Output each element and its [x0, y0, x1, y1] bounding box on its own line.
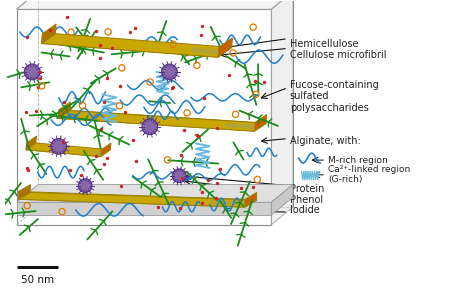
Polygon shape: [211, 200, 245, 205]
Circle shape: [173, 169, 186, 183]
Polygon shape: [218, 38, 232, 57]
Point: [205, 178, 212, 182]
Point: [194, 134, 202, 138]
Point: [198, 33, 205, 38]
Point: [59, 140, 67, 144]
Polygon shape: [90, 151, 101, 155]
Polygon shape: [26, 136, 36, 150]
Polygon shape: [18, 192, 245, 207]
Point: [198, 24, 206, 28]
Point: [132, 26, 139, 31]
Point: [180, 128, 188, 133]
Point: [24, 168, 31, 173]
Point: [109, 45, 116, 50]
Polygon shape: [17, 202, 271, 215]
Point: [63, 15, 71, 19]
Polygon shape: [18, 192, 256, 207]
Point: [24, 35, 31, 39]
Polygon shape: [100, 143, 111, 157]
Point: [22, 110, 29, 115]
Point: [237, 185, 245, 190]
Polygon shape: [17, 185, 293, 202]
Text: Fucose-containing
sulfated
polysaccharides: Fucose-containing sulfated polysaccharid…: [290, 80, 379, 113]
Polygon shape: [17, 0, 293, 9]
Polygon shape: [192, 48, 219, 55]
Point: [200, 96, 208, 101]
Point: [36, 76, 44, 81]
Polygon shape: [245, 192, 257, 207]
Text: Alginate, with:: Alginate, with:: [290, 136, 361, 146]
Point: [212, 195, 220, 200]
Point: [60, 100, 68, 104]
Text: Ca²⁺-linked region
(G-rich): Ca²⁺-linked region (G-rich): [328, 165, 410, 185]
Point: [96, 43, 104, 48]
Polygon shape: [271, 185, 293, 215]
Circle shape: [78, 179, 92, 192]
Point: [213, 125, 220, 130]
Text: Iodide: Iodide: [290, 205, 319, 215]
Polygon shape: [42, 34, 232, 57]
Circle shape: [51, 139, 66, 154]
Point: [23, 166, 31, 170]
Point: [177, 153, 185, 157]
Point: [103, 156, 110, 160]
Polygon shape: [26, 143, 110, 157]
Text: 50 nm: 50 nm: [20, 275, 54, 285]
Point: [92, 28, 100, 33]
Point: [226, 72, 233, 77]
Polygon shape: [225, 123, 255, 129]
Text: M-rich region: M-rich region: [328, 156, 388, 165]
Polygon shape: [271, 0, 293, 225]
Point: [36, 70, 44, 75]
Polygon shape: [17, 9, 271, 225]
Point: [32, 109, 40, 113]
Text: Protein
Phenol: Protein Phenol: [290, 184, 324, 205]
Polygon shape: [26, 143, 101, 157]
Point: [199, 189, 206, 194]
Point: [193, 133, 201, 138]
Point: [117, 184, 125, 188]
Point: [100, 161, 108, 166]
Point: [34, 85, 42, 90]
Point: [199, 201, 206, 206]
Point: [213, 181, 221, 185]
Circle shape: [24, 64, 40, 80]
Polygon shape: [18, 185, 30, 199]
Point: [260, 80, 268, 84]
Circle shape: [162, 64, 177, 80]
Point: [249, 184, 257, 189]
Point: [168, 85, 176, 90]
Point: [103, 76, 110, 80]
Point: [46, 28, 54, 33]
Polygon shape: [42, 34, 219, 57]
Polygon shape: [58, 102, 71, 118]
Point: [66, 167, 73, 172]
Point: [97, 127, 104, 131]
Point: [92, 154, 100, 158]
Point: [154, 204, 162, 209]
Point: [179, 176, 186, 181]
Point: [97, 55, 104, 60]
Point: [117, 84, 124, 88]
Text: Hemicellulose
Cellulose microfibril: Hemicellulose Cellulose microfibril: [290, 39, 386, 60]
Point: [129, 138, 137, 142]
Point: [77, 173, 85, 178]
Point: [126, 29, 134, 34]
Point: [132, 159, 140, 163]
Polygon shape: [42, 24, 56, 43]
Polygon shape: [58, 111, 266, 131]
Point: [100, 100, 108, 105]
Polygon shape: [255, 115, 267, 131]
Point: [251, 79, 259, 84]
Point: [121, 110, 129, 114]
Point: [170, 84, 177, 89]
Point: [216, 167, 224, 171]
Point: [176, 206, 183, 211]
Circle shape: [142, 119, 158, 134]
Polygon shape: [58, 110, 255, 131]
